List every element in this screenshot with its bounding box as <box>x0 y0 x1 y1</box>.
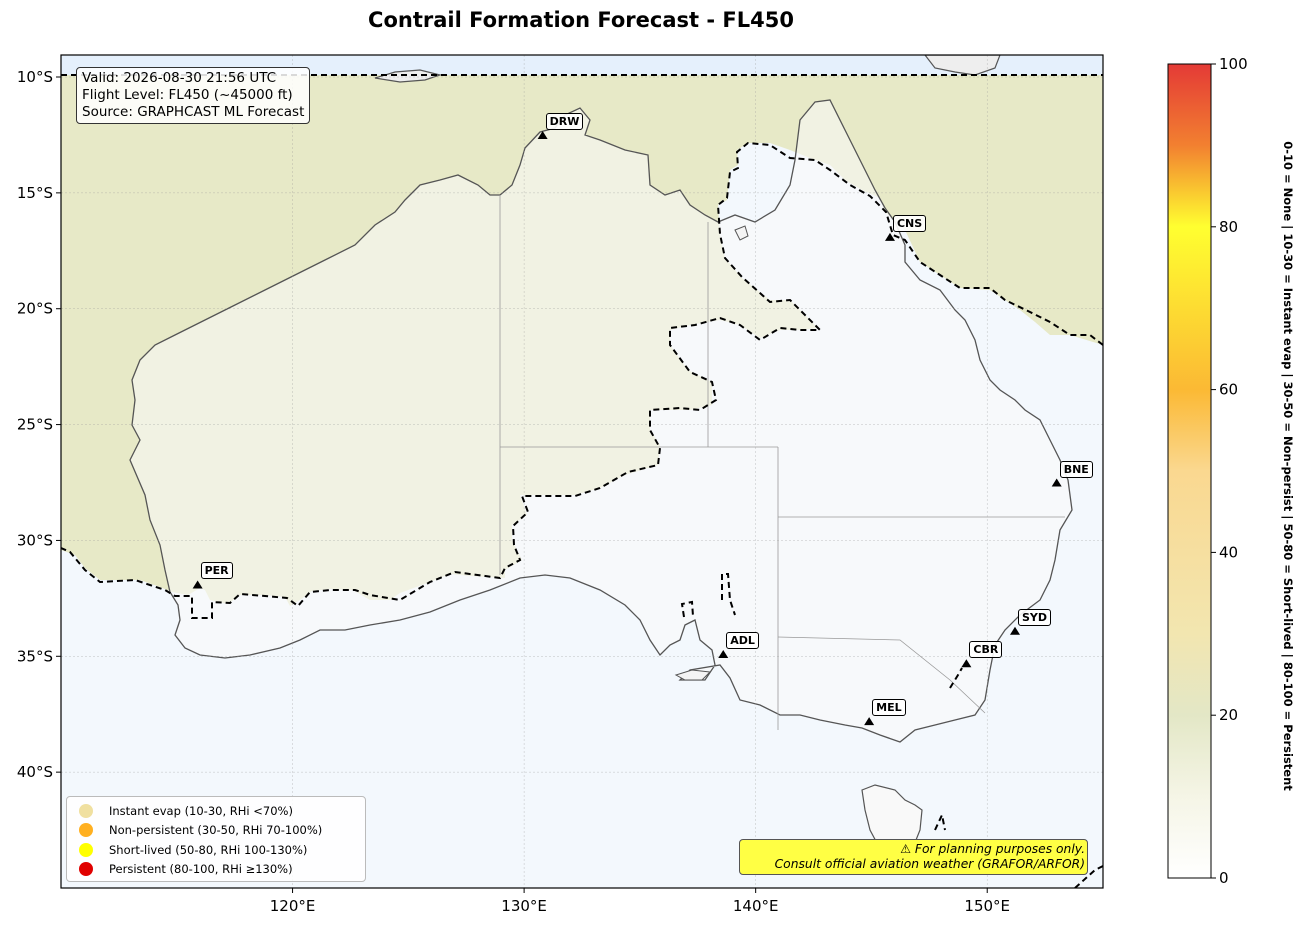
colorbar-tick-label: 100 <box>1219 55 1248 73</box>
legend-item-persistent: Persistent (80-100, RHi ≥130%) <box>73 860 359 880</box>
city-marker <box>961 659 972 668</box>
timor-coast <box>374 69 443 83</box>
colorbar-tick-label: 40 <box>1219 543 1238 561</box>
x-tick-label: 130°E <box>501 897 547 915</box>
city-label: CNS <box>892 214 927 232</box>
colorbar-tick-label: 80 <box>1219 218 1238 236</box>
forecast-info-box: Valid: 2026-08-30 21:56 UTC Flight Level… <box>76 67 311 124</box>
groote-island <box>734 225 749 241</box>
map-legend: Instant evap (10-30, RHi <70%) Non-persi… <box>66 796 366 882</box>
colorbar <box>1167 63 1212 879</box>
legend-label: Persistent (80-100, RHi ≥130%) <box>109 862 293 877</box>
colorbar-ticks: 0 20 40 60 80 100 <box>1211 55 1248 887</box>
y-tick-label: 30°S <box>17 531 53 549</box>
legend-item-instant-evap: Instant evap (10-30, RHi <70%) <box>73 801 359 821</box>
legend-label: Non-persistent (30-50, RHi 70-100%) <box>109 823 323 838</box>
colorbar-category-label: 0-10 = None | 10-30 = Instant evap | 30-… <box>1281 141 1295 791</box>
legend-marker <box>79 862 93 877</box>
city-label: SYD <box>1018 608 1052 626</box>
gridlines <box>61 55 1103 888</box>
contour-gulf-1 <box>680 600 694 618</box>
forecast-source: Source: GRAPHCAST ML Forecast <box>82 104 305 120</box>
city-marker <box>192 580 203 589</box>
axis-ticks: 120°E 130°E 140°E 150°E 10°S 15°S 20°S 25°S 30°S… <box>17 68 1010 915</box>
legend-marker <box>79 803 93 818</box>
city-marker <box>1010 626 1021 635</box>
state-borders <box>499 195 1065 730</box>
australia-landmass <box>129 99 1073 743</box>
x-tick-label: 150°E <box>964 897 1010 915</box>
x-tick-label: 120°E <box>270 897 316 915</box>
city-label: ADL <box>726 631 759 649</box>
legend-item-non-persistent: Non-persistent (30-50, RHi 70-100%) <box>73 821 359 841</box>
contour-nsw <box>949 667 963 689</box>
legend-label: Short-lived (50-80, RHi 100-130%) <box>109 842 308 857</box>
city-label: DRW <box>545 112 584 130</box>
legend-marker <box>79 842 93 857</box>
city-marker <box>537 130 548 139</box>
city-markers <box>192 130 1062 726</box>
map-frame <box>60 54 1104 889</box>
city-marker <box>884 232 895 241</box>
north-sea-band <box>61 55 1103 75</box>
x-tick-label: 140°E <box>733 897 779 915</box>
colorbar-tick-label: 60 <box>1219 381 1238 399</box>
legend-label: Instant evap (10-30, RHi <70%) <box>109 803 293 818</box>
contour-gulf-2 <box>721 573 736 616</box>
disclaimer-line-2: Consult official aviation weather (GRAFO… <box>774 857 1085 871</box>
colorbar-tick-label: 0 <box>1219 869 1229 887</box>
contour-tas <box>934 811 946 831</box>
disclaimer-line-1: ⚠ For planning purposes only. <box>900 842 1085 856</box>
city-label: BNE <box>1059 460 1093 478</box>
colorbar-tick-label: 20 <box>1219 706 1238 724</box>
city-marker <box>864 717 875 726</box>
y-tick-label: 20°S <box>17 300 53 318</box>
contour-line-main <box>61 141 1103 619</box>
planning-disclaimer: ⚠ For planning purposes only. Consult of… <box>739 839 1088 875</box>
city-label: CBR <box>969 641 1003 659</box>
y-tick-label: 10°S <box>17 68 53 86</box>
city-label: MEL <box>872 699 906 717</box>
kangaroo-island <box>674 669 712 681</box>
city-label: PER <box>200 562 233 580</box>
y-tick-label: 25°S <box>17 416 53 434</box>
y-tick-label: 35°S <box>17 647 53 665</box>
legend-item-short-lived: Short-lived (50-80, RHi 100-130%) <box>73 840 359 860</box>
city-marker <box>1051 478 1062 487</box>
y-tick-label: 40°S <box>17 763 53 781</box>
y-tick-label: 15°S <box>17 184 53 202</box>
chart-title: Contrail Formation Forecast - FL450 <box>368 8 794 32</box>
valid-time: Valid: 2026-08-30 21:56 UTC <box>82 70 277 86</box>
flight-level: Flight Level: FL450 (~45000 ft) <box>82 87 293 103</box>
contour-se <box>1074 865 1103 888</box>
city-marker <box>718 649 729 658</box>
legend-marker <box>79 823 93 838</box>
